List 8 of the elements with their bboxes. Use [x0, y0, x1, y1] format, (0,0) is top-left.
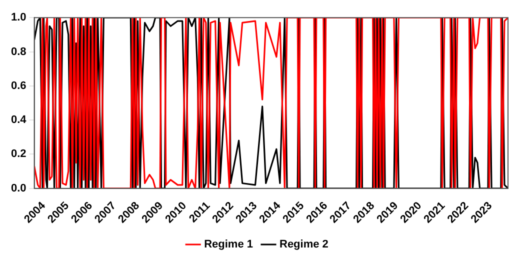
- y-tick-label: 0.8: [10, 46, 26, 58]
- legend-label: Regime 1: [204, 238, 254, 251]
- y-tick-label: 0.0: [10, 182, 26, 194]
- y-tick-label: 0.2: [10, 148, 26, 160]
- y-tick-label: 1.0: [10, 12, 26, 24]
- y-tick-label: 0.4: [10, 114, 28, 126]
- legend-label: Regime 2: [280, 238, 328, 251]
- y-tick-label: 0.6: [10, 80, 26, 92]
